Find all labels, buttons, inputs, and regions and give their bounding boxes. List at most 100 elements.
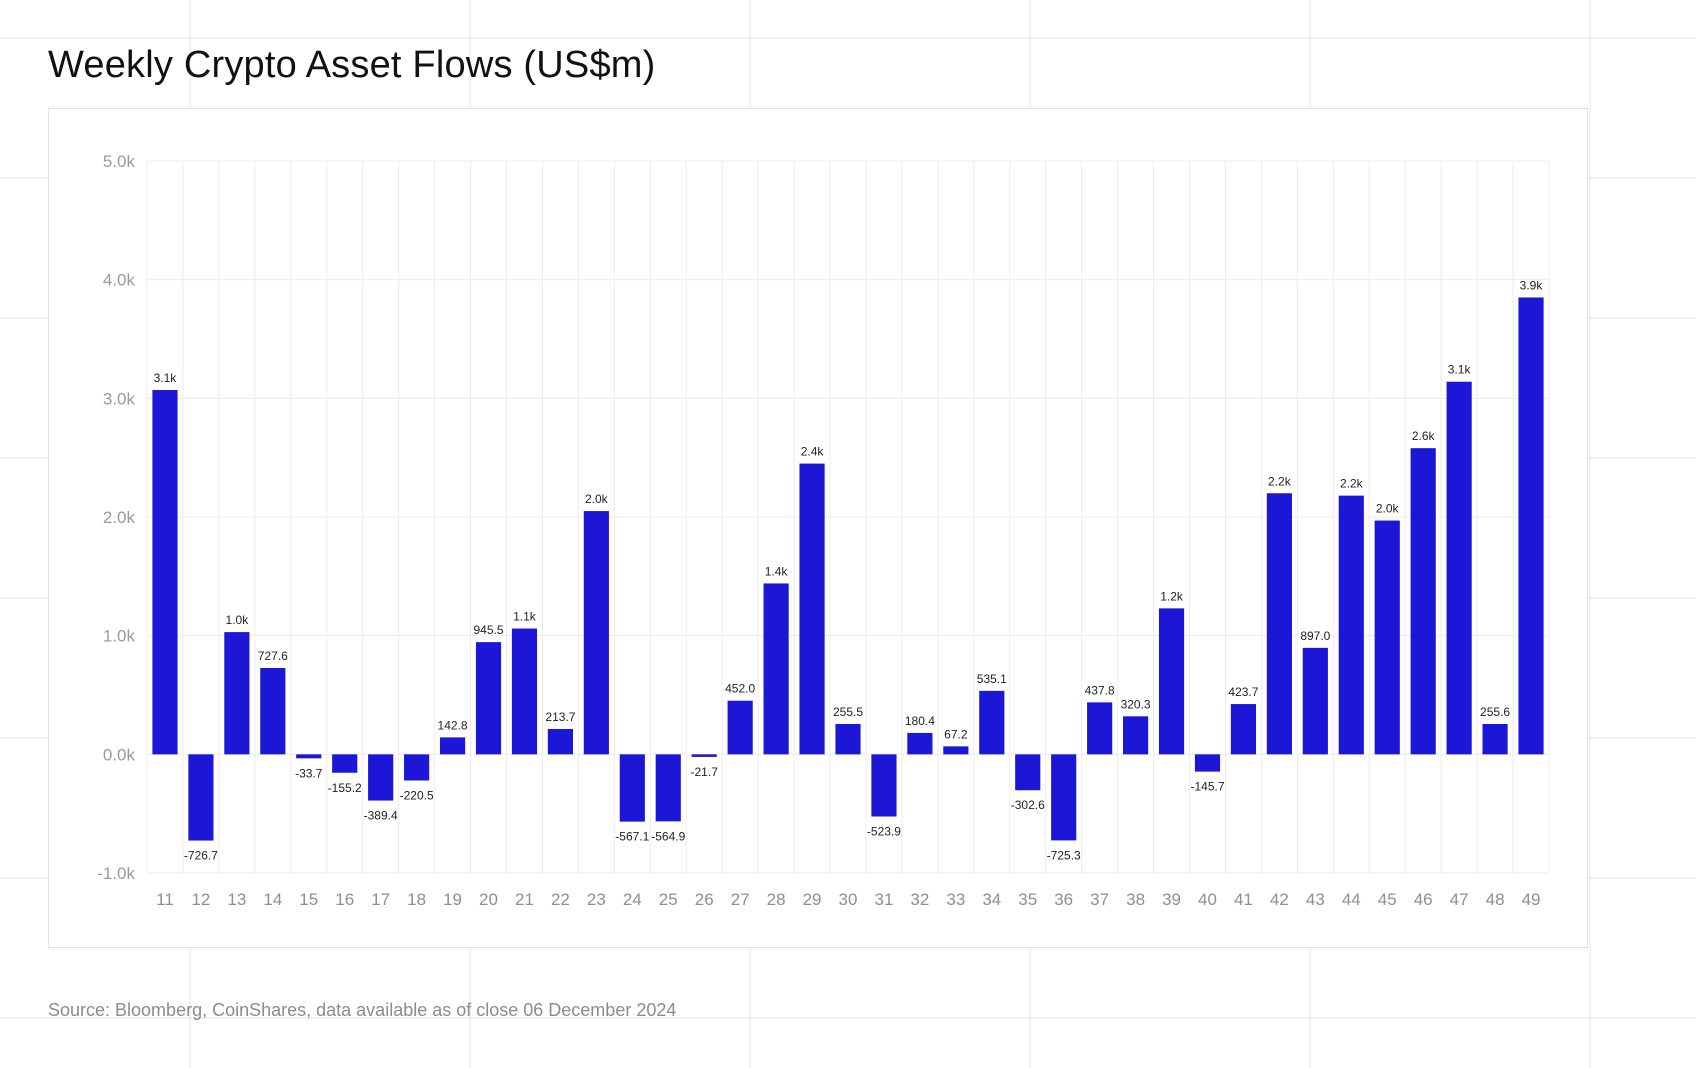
data-label: 2.2k xyxy=(1268,474,1292,488)
data-label: 1.0k xyxy=(226,613,250,627)
data-label: 320.3 xyxy=(1121,697,1151,711)
x-tick-label: 35 xyxy=(1018,890,1037,909)
data-label: -567.1 xyxy=(615,830,649,844)
bar xyxy=(691,754,717,757)
bar xyxy=(404,754,430,781)
y-tick-label: 2.0k xyxy=(103,508,136,527)
bar xyxy=(1410,448,1436,755)
bar xyxy=(943,746,969,755)
x-tick-label: 37 xyxy=(1090,890,1109,909)
data-label: -725.3 xyxy=(1047,848,1081,862)
bar xyxy=(1194,754,1221,772)
bar xyxy=(188,754,214,841)
bar xyxy=(1482,724,1508,755)
data-label: 3.1k xyxy=(154,371,178,385)
data-label: -523.9 xyxy=(867,825,901,839)
bar xyxy=(655,754,681,822)
x-tick-label: 34 xyxy=(982,890,1001,909)
bar xyxy=(332,754,358,773)
x-tick-label: 23 xyxy=(587,890,606,909)
y-tick-label: 1.0k xyxy=(103,627,136,646)
bar xyxy=(835,724,861,755)
data-label: -564.9 xyxy=(651,829,685,843)
x-tick-label: 38 xyxy=(1126,890,1145,909)
data-label: 2.0k xyxy=(1376,502,1400,516)
x-tick-label: 39 xyxy=(1162,890,1181,909)
bar xyxy=(1230,704,1257,755)
data-label: 897.0 xyxy=(1300,629,1330,643)
data-label: 67.2 xyxy=(944,727,968,741)
x-tick-label: 22 xyxy=(551,890,570,909)
bar xyxy=(1446,381,1472,755)
x-tick-label: 21 xyxy=(515,890,534,909)
x-tick-label: 36 xyxy=(1054,890,1073,909)
data-label: 452.0 xyxy=(725,682,755,696)
data-label: -21.7 xyxy=(691,765,719,779)
data-label: 535.1 xyxy=(977,672,1007,686)
x-tick-label: 45 xyxy=(1378,890,1397,909)
data-label: 945.5 xyxy=(473,623,503,637)
bar xyxy=(152,390,178,755)
x-tick-label: 49 xyxy=(1522,890,1541,909)
x-tick-label: 48 xyxy=(1486,890,1505,909)
bar xyxy=(1338,495,1364,755)
data-label: -155.2 xyxy=(328,781,362,795)
x-tick-label: 47 xyxy=(1450,890,1469,909)
chart-panel: -1.0k 0.0k 1.0k 2.0k 3.0k 4.0k 5.0k 3.1k 11 -726.… xyxy=(48,108,1588,948)
bar xyxy=(763,583,789,755)
x-tick-label: 11 xyxy=(156,890,174,909)
bar-chart: -1.0k 0.0k 1.0k 2.0k 3.0k 4.0k 5.0k 3.1k 11 -726.… xyxy=(97,152,1550,909)
x-tick-label: 26 xyxy=(695,890,714,909)
bar xyxy=(1518,297,1544,755)
data-label: 142.8 xyxy=(438,718,468,732)
bar xyxy=(979,690,1005,755)
x-tick-label: 24 xyxy=(623,890,642,909)
x-tick-label: 32 xyxy=(910,890,929,909)
x-tick-label: 42 xyxy=(1270,890,1289,909)
data-label: 3.9k xyxy=(1520,278,1544,292)
x-tick-label: 31 xyxy=(874,890,893,909)
data-label: 255.5 xyxy=(833,705,863,719)
x-tick-label: 30 xyxy=(839,890,858,909)
data-label: 2.0k xyxy=(585,492,609,506)
data-label: 1.4k xyxy=(765,564,789,578)
data-label: 2.6k xyxy=(1412,429,1436,443)
bar xyxy=(260,667,286,755)
x-tick-label: 20 xyxy=(479,890,498,909)
bar xyxy=(1051,754,1077,841)
x-tick-label: 41 xyxy=(1234,890,1253,909)
data-label: 2.2k xyxy=(1340,477,1364,491)
bar xyxy=(1015,754,1041,791)
x-tick-label: 16 xyxy=(335,890,354,909)
data-label: 423.7 xyxy=(1228,685,1258,699)
bar xyxy=(1123,716,1149,755)
x-tick-label: 19 xyxy=(443,890,462,909)
bar xyxy=(475,642,502,755)
bar xyxy=(224,632,250,755)
data-label: 1.2k xyxy=(1160,589,1184,603)
bar xyxy=(871,754,897,817)
data-label: -302.6 xyxy=(1011,798,1045,812)
x-tick-label: 43 xyxy=(1306,890,1325,909)
data-label: 727.6 xyxy=(258,649,288,663)
data-label: 2.4k xyxy=(801,445,825,459)
y-tick-label: -1.0k xyxy=(97,864,135,883)
x-tick-label: 40 xyxy=(1198,890,1217,909)
bar xyxy=(1087,702,1113,755)
data-label: 3.1k xyxy=(1448,363,1472,377)
chart-title: Weekly Crypto Asset Flows (US$m) xyxy=(48,44,656,86)
y-tick-label: 3.0k xyxy=(103,389,136,408)
data-label: 213.7 xyxy=(545,710,575,724)
x-tick-label: 46 xyxy=(1414,890,1433,909)
data-label: 1.1k xyxy=(513,610,537,624)
bar xyxy=(368,754,394,801)
x-tick-label: 12 xyxy=(191,890,210,909)
x-tick-label: 17 xyxy=(371,890,390,909)
source-note: Source: Bloomberg, CoinShares, data avai… xyxy=(48,1000,677,1020)
bar xyxy=(1302,647,1328,755)
data-label: -726.7 xyxy=(184,849,218,863)
bar xyxy=(439,737,466,755)
bar xyxy=(583,511,609,755)
bar xyxy=(511,628,538,755)
x-tick-label: 28 xyxy=(767,890,786,909)
